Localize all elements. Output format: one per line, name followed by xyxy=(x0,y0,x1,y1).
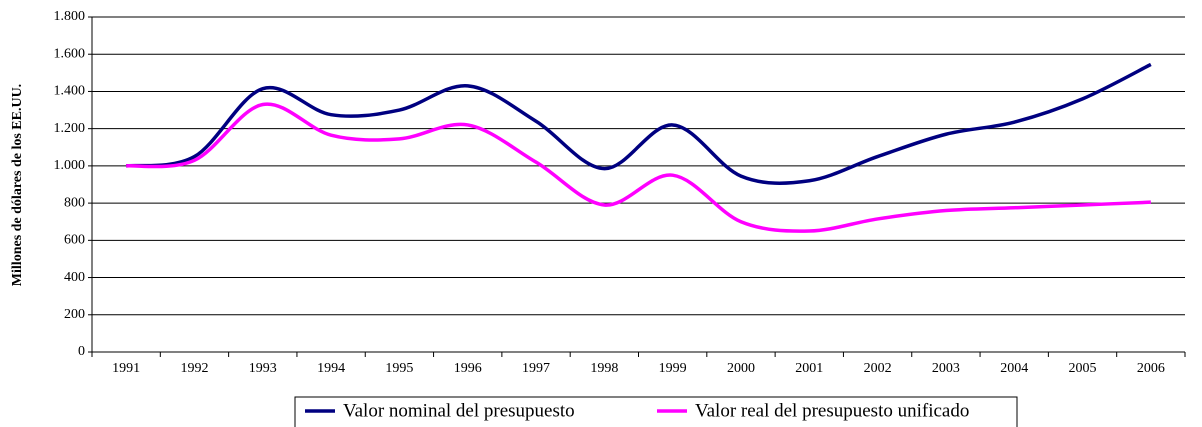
y-tick-label: 1.800 xyxy=(54,9,86,24)
y-tick-label: 400 xyxy=(64,270,85,285)
x-tick-label: 1996 xyxy=(454,361,482,376)
x-tick-label: 1992 xyxy=(180,361,208,376)
x-tick-label: 2000 xyxy=(727,361,755,376)
y-tick-label: 1.600 xyxy=(54,46,86,61)
x-tick-label: 2005 xyxy=(1069,361,1097,376)
legend-box xyxy=(294,396,1018,427)
y-tick-label: 1.400 xyxy=(54,84,86,99)
legend-label: Valor real del presupuesto unificado xyxy=(695,400,969,421)
x-tick-label: 1997 xyxy=(522,361,550,376)
y-tick-label: 1.000 xyxy=(54,158,86,173)
y-tick-label: 600 xyxy=(64,233,85,248)
y-tick-label: 800 xyxy=(64,195,85,210)
series-line xyxy=(125,62,1152,185)
x-tick-label: 1999 xyxy=(659,361,687,376)
x-tick-label: 1993 xyxy=(249,361,277,376)
y-tick-label: 0 xyxy=(78,344,85,359)
series-line xyxy=(126,102,1151,233)
x-tick-label: 1994 xyxy=(317,361,345,376)
x-tick-label: 1991 xyxy=(112,361,140,376)
y-tick-label: 1.200 xyxy=(54,121,86,136)
x-tick-label: 1995 xyxy=(385,361,413,376)
x-tick-label: 2001 xyxy=(795,361,823,376)
x-tick-label: 2006 xyxy=(1137,361,1165,376)
x-tick-label: 2002 xyxy=(864,361,892,376)
x-tick-label: 2004 xyxy=(1000,361,1028,376)
x-tick-label: 1998 xyxy=(590,361,618,376)
x-tick-label: 2003 xyxy=(932,361,960,376)
legend-label: Valor nominal del presupuesto xyxy=(343,400,575,421)
y-axis-label: Millones de dólares de los EE.UU. xyxy=(10,84,25,286)
y-tick-label: 200 xyxy=(64,307,85,322)
